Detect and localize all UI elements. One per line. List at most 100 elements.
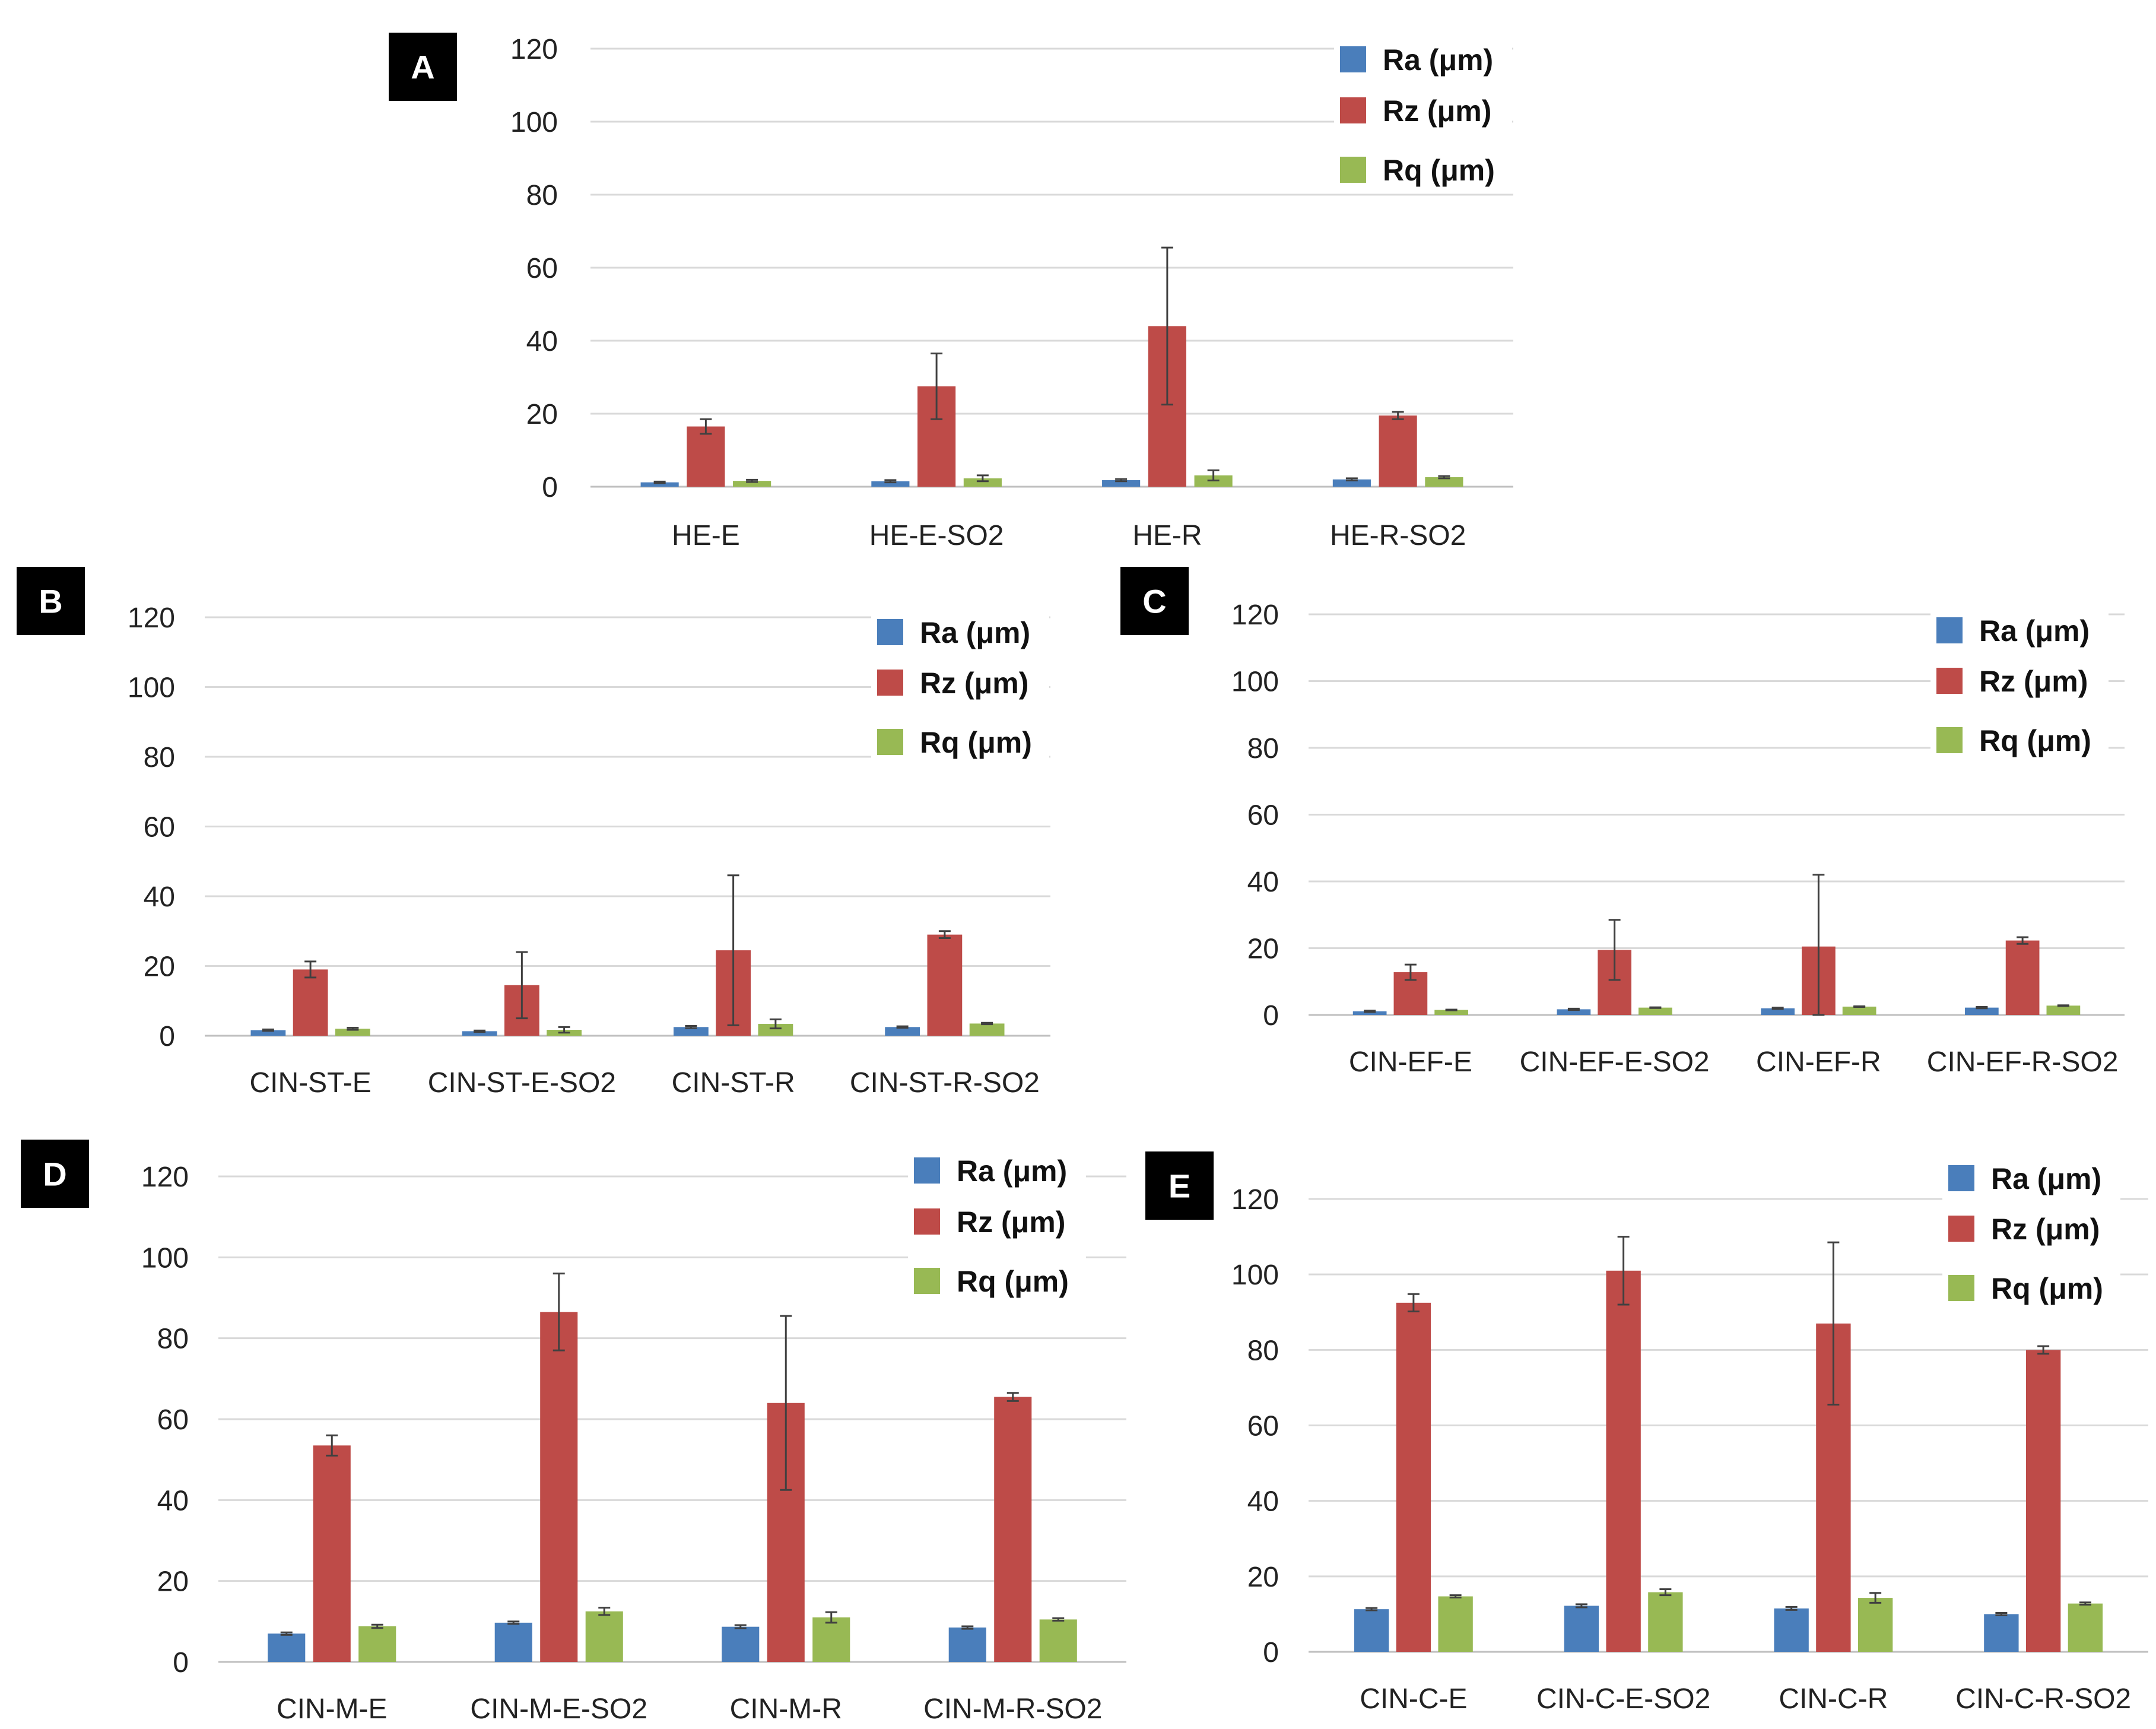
legend-label: Ra (μm) xyxy=(957,1154,1067,1188)
y-tick-label: 20 xyxy=(144,951,175,983)
bar-rq xyxy=(758,1024,793,1036)
bar-rq xyxy=(1648,1592,1683,1652)
legend-swatch-rz xyxy=(914,1208,940,1235)
y-tick-label: 20 xyxy=(526,399,558,430)
y-tick-label: 100 xyxy=(510,107,558,138)
y-tick-label: 40 xyxy=(526,326,558,357)
legend-label: Rz (μm) xyxy=(920,667,1028,700)
chart-panel-a: A 0 20 40 60 80 100 120 HE-E HE-E-SO2 HE-R HE-R-SO2… xyxy=(389,33,1513,551)
panel-label-box xyxy=(1120,567,1189,635)
bar-ra xyxy=(1557,1009,1591,1015)
bar-rz xyxy=(2005,940,2040,1015)
y-tick-label: 20 xyxy=(157,1566,189,1598)
legend-swatch-ra xyxy=(1340,46,1366,72)
bar-rz xyxy=(927,934,963,1036)
bar-ra xyxy=(1102,480,1141,487)
x-tick-label: HE-R xyxy=(1132,520,1202,551)
y-tick-label: 40 xyxy=(144,881,175,913)
bar-ra xyxy=(673,1027,709,1036)
legend-label: Rz (μm) xyxy=(1383,94,1491,128)
y-tick-label: 80 xyxy=(144,742,175,773)
bar-rq xyxy=(358,1626,396,1662)
bar-rz xyxy=(2025,1350,2061,1652)
bar-rq xyxy=(1857,1598,1893,1652)
bar-rq xyxy=(2046,1005,2081,1015)
bar-ra xyxy=(494,1622,532,1662)
y-tick-label: 40 xyxy=(1247,867,1279,898)
legend-label: Rq (μm) xyxy=(1383,154,1495,187)
panel-label: E xyxy=(1169,1168,1190,1205)
legend-label: Rz (μm) xyxy=(957,1205,1065,1239)
y-tick-label: 60 xyxy=(157,1404,189,1436)
legend-swatch-rz xyxy=(1948,1216,1974,1242)
bar-ra xyxy=(722,1626,760,1662)
x-tick-label: CIN-ST-E xyxy=(249,1067,371,1099)
legend-label: Rz (μm) xyxy=(1979,665,2088,698)
x-tick-label: HE-E-SO2 xyxy=(869,520,1004,551)
x-tick-label: HE-E xyxy=(672,520,740,551)
y-tick-label: 120 xyxy=(1231,599,1279,631)
y-tick-label: 0 xyxy=(1263,1637,1279,1668)
panel-label-box xyxy=(389,33,457,101)
legend-swatch-ra xyxy=(877,619,903,645)
bar-ra xyxy=(885,1027,920,1036)
y-tick-label: 120 xyxy=(141,1162,189,1193)
panel-label-box xyxy=(1145,1151,1214,1220)
bar-ra xyxy=(1352,1011,1387,1015)
legend-label: Ra (μm) xyxy=(1979,614,2090,648)
legend-label: Rq (μm) xyxy=(1991,1272,2103,1305)
x-tick-label: CIN-EF-E xyxy=(1349,1046,1472,1078)
y-tick-label: 80 xyxy=(1247,1335,1279,1366)
bar-rz xyxy=(1379,415,1417,487)
x-tick-label: CIN-C-R-SO2 xyxy=(1955,1683,2131,1715)
bar-ra xyxy=(640,482,679,487)
bar-rq xyxy=(1039,1619,1077,1662)
y-tick-label: 20 xyxy=(1247,934,1279,965)
panel-label: A xyxy=(411,49,434,86)
bar-rq xyxy=(1425,477,1463,487)
y-tick-label: 60 xyxy=(526,253,558,284)
legend-label: Rq (μm) xyxy=(920,726,1032,759)
bar-ra xyxy=(871,481,910,487)
legend-label: Rq (μm) xyxy=(1979,724,2091,757)
bar-rz xyxy=(293,969,328,1036)
legend-swatch-rq xyxy=(877,729,903,755)
panel-label: D xyxy=(43,1156,66,1193)
x-tick-label: CIN-EF-E-SO2 xyxy=(1520,1046,1710,1078)
panel-label: B xyxy=(39,583,62,620)
bar-ra xyxy=(268,1633,306,1662)
bar-rq xyxy=(733,481,771,487)
bar-ra xyxy=(462,1031,497,1036)
bar-rq xyxy=(335,1029,370,1036)
chart-panel-c: C 0 20 40 60 80 100 120 CIN-EF-E CIN-EF-E-SO2 CIN-… xyxy=(1120,567,2125,1078)
bar-rq xyxy=(1639,1007,1672,1015)
panel-label-box xyxy=(21,1140,89,1208)
x-tick-label: CIN-C-R xyxy=(1779,1683,1888,1715)
bar-ra xyxy=(948,1628,986,1662)
legend-swatch-rz xyxy=(1340,97,1366,123)
bar-ra xyxy=(1332,479,1371,487)
y-tick-label: 60 xyxy=(144,812,175,843)
y-tick-label: 40 xyxy=(1247,1486,1279,1518)
legend-swatch-rz xyxy=(1936,668,1963,694)
bar-rq xyxy=(2068,1603,2103,1652)
legend-swatch-ra xyxy=(1948,1165,1974,1191)
legend-swatch-rq xyxy=(1936,727,1963,753)
y-tick-label: 20 xyxy=(1247,1562,1279,1593)
bar-rz xyxy=(994,1397,1032,1662)
bar-ra xyxy=(1774,1608,1809,1652)
y-tick-label: 60 xyxy=(1247,800,1279,832)
bar-rq xyxy=(585,1611,623,1662)
y-tick-label: 0 xyxy=(173,1647,189,1679)
x-tick-label: CIN-M-R xyxy=(730,1693,842,1725)
bar-rq xyxy=(963,478,1002,487)
x-tick-label: CIN-M-E xyxy=(277,1693,388,1725)
bar-rq xyxy=(812,1617,850,1662)
x-tick-label: CIN-M-R-SO2 xyxy=(923,1693,1102,1725)
bar-rq xyxy=(1842,1006,1876,1015)
legend-label: Rq (μm) xyxy=(957,1265,1069,1298)
x-tick-label: CIN-C-E xyxy=(1360,1683,1467,1715)
chart-panel-d: D 0 20 40 60 80 100 120 CIN-M-E CIN-M-E-SO2 CIN-M-… xyxy=(21,1140,1126,1725)
y-tick-label: 120 xyxy=(128,602,175,634)
